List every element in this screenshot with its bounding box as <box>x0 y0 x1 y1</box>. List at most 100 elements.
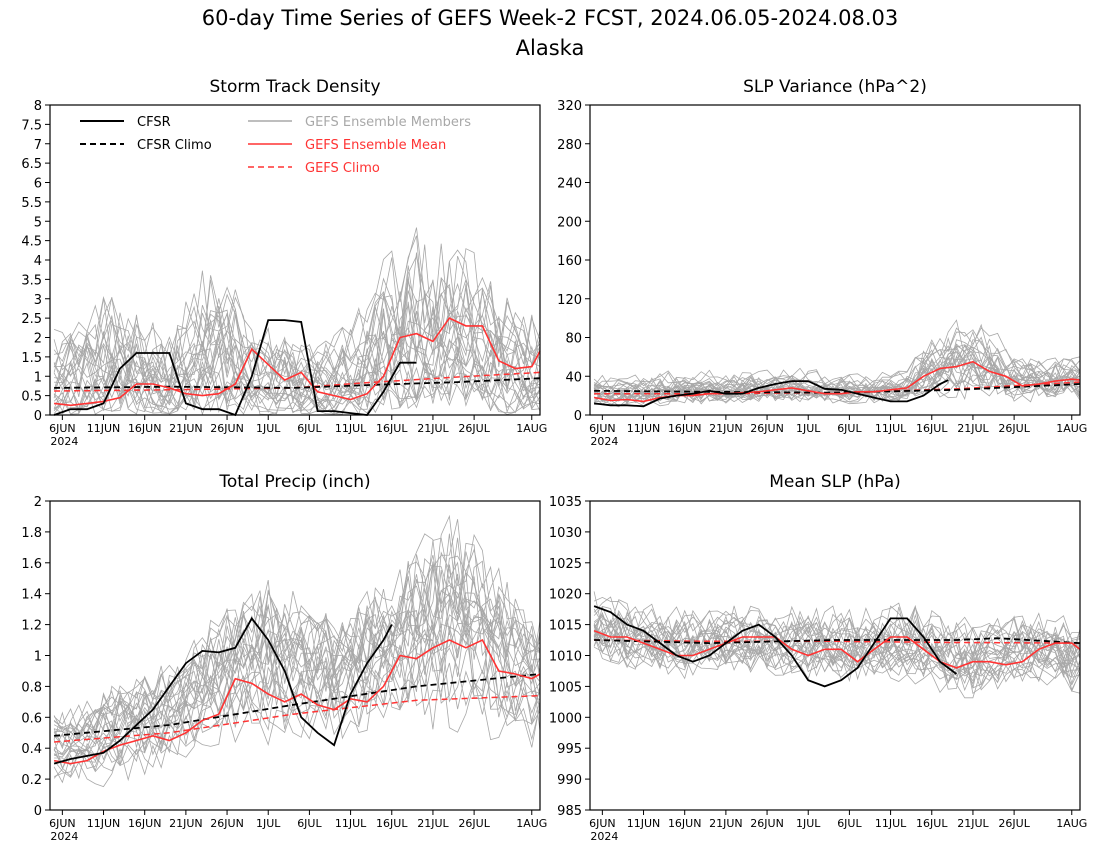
ensemble-member-line <box>53 345 541 413</box>
series-line-cfsr <box>593 379 949 408</box>
y-tick-label: 80 <box>565 332 582 347</box>
ensemble-member-line <box>53 613 541 769</box>
x-tick-label: 21JUN <box>709 817 743 830</box>
y-tick-label: 1.6 <box>21 557 42 572</box>
ensemble-member-line <box>593 358 1081 406</box>
x-tick-label: 11JUL <box>335 817 367 830</box>
y-tick-label: 5.5 <box>21 196 42 211</box>
x-tick-label: 26JUL <box>458 817 490 830</box>
y-tick-label: 1.5 <box>21 351 42 366</box>
series-line-cfsr-climo <box>594 383 1081 394</box>
x-tick-label: 6JUL <box>837 817 862 830</box>
x-tick-label: 26JUN <box>210 817 244 830</box>
y-tick-label: 1 <box>34 370 42 385</box>
y-tick-label: 1.8 <box>21 526 42 541</box>
ensemble-member-line <box>53 514 541 734</box>
y-tick-label: 0.4 <box>21 742 42 757</box>
y-tick-label: 4 <box>34 254 42 269</box>
series-line-cfsr <box>593 605 958 688</box>
y-tick-label: 0.2 <box>21 773 42 788</box>
panel-title: Mean SLP (hPa) <box>769 472 901 492</box>
x-tick-label: 1AUG <box>1056 422 1087 435</box>
x-tick-label: 6JUL <box>297 817 322 830</box>
ensemble-member-line <box>593 596 1080 660</box>
series-line-cfsr <box>53 616 393 765</box>
ensemble-member-line <box>53 619 541 784</box>
y-tick-label: 160 <box>557 254 582 269</box>
y-tick-label: 1000 <box>549 711 582 726</box>
plot-area: 0 40 80 120 160 200 240 280 320 6JUN 11JUN 16JUN 21J… <box>557 99 1087 448</box>
panel-total-precip: Total Precip (inch) 0 0.2 0.4 0.6 0.8 1 1.2 1.4… <box>21 472 547 843</box>
x-tick-label: 16JUN <box>668 817 702 830</box>
y-tick-label: 0.5 <box>21 390 42 405</box>
y-tick-label: 7 <box>34 138 42 153</box>
x-tick-label: 6JUN <box>589 422 616 435</box>
y-tick-label: 0 <box>34 409 42 424</box>
x-year-label: 2024 <box>50 830 78 843</box>
y-tick-label: 1 <box>34 650 42 665</box>
x-tick-label: 11JUN <box>627 817 661 830</box>
ensemble-member-line <box>54 588 541 758</box>
x-tick-label: 6JUL <box>297 422 322 435</box>
series-line-gefs-climo <box>54 371 541 392</box>
ensemble-member-line <box>593 327 1081 389</box>
ensemble-member-line <box>53 292 541 400</box>
x-tick-label: 6JUN <box>49 817 76 830</box>
series-line-gefs-climo <box>594 639 1081 644</box>
x-tick-label: 11JUL <box>335 422 367 435</box>
x-tick-label: 26JUL <box>998 817 1030 830</box>
y-tick-label: 0 <box>34 804 42 819</box>
y-tick-label: 240 <box>557 177 582 192</box>
ensemble-member-line <box>593 319 1081 390</box>
y-tick-label: 3.5 <box>21 273 42 288</box>
series-line-gefs-climo <box>54 694 541 743</box>
ensemble-member-line <box>53 357 541 415</box>
ensemble-member-line <box>54 565 541 745</box>
ensemble-member-line <box>53 658 541 788</box>
ensemble-member-line <box>593 327 1081 390</box>
ensemble-member-line <box>53 252 541 384</box>
panel-title: Total Precip (inch) <box>218 472 370 492</box>
panel-title: Storm Track Density <box>209 77 380 97</box>
panel-mean-slp: Mean SLP (hPa) 985 990 995 1000 1005 1010 1015… <box>549 472 1087 843</box>
legend-label-gefs-climo: GEFS Climo <box>305 161 380 176</box>
legend-label-members: GEFS Ensemble Members <box>305 115 471 130</box>
ensemble-member-line <box>53 227 541 382</box>
y-tick-label: 1.2 <box>21 619 42 634</box>
legend-label-cfsr-climo: CFSR Climo <box>137 138 212 153</box>
ensemble-member-line <box>593 635 1081 694</box>
y-tick-label: 990 <box>557 773 582 788</box>
panel-storm-track-density: Storm Track Density 0 0.5 1 1.5 2 2.5 3 3.5 4 4.5… <box>21 77 547 448</box>
ensemble-member-line <box>593 620 1081 685</box>
series-line-cfsr-climo <box>594 637 1081 645</box>
y-tick-label: 2 <box>34 332 42 347</box>
panel-slp-variance: SLP Variance (hPa^2) 0 40 80 120 160 200 240 28… <box>557 77 1087 448</box>
y-tick-label: 5 <box>34 215 42 230</box>
series-line-cfsr-climo <box>54 377 541 389</box>
ensemble-member-line <box>593 613 1081 667</box>
x-tick-label: 6JUN <box>589 817 616 830</box>
y-tick-label: 6.5 <box>21 157 42 172</box>
y-tick-label: 1035 <box>549 495 582 510</box>
y-tick-label: 1005 <box>549 680 582 695</box>
legend-label-cfsr: CFSR <box>137 115 171 130</box>
x-year-label: 2024 <box>590 435 618 448</box>
x-tick-label: 1JUL <box>256 817 281 830</box>
x-tick-label: 6JUN <box>49 422 76 435</box>
x-year-label: 2024 <box>590 830 618 843</box>
x-tick-label: 16JUN <box>668 422 702 435</box>
x-tick-label: 1AUG <box>516 817 547 830</box>
x-tick-label: 16JUL <box>916 817 948 830</box>
x-tick-label: 21JUL <box>957 422 989 435</box>
ensemble-member-line <box>53 519 541 739</box>
y-tick-label: 8 <box>34 99 42 114</box>
y-tick-label: 280 <box>557 138 582 153</box>
ensemble-member-line <box>593 611 1081 667</box>
series-line-ens-mean <box>53 638 541 765</box>
ensemble-member-line <box>53 292 541 401</box>
figure-title: 60-day Time Series of GEFS Week-2 FCST, … <box>202 6 899 30</box>
y-tick-label: 1.4 <box>21 588 42 603</box>
ensemble-member-line <box>594 360 1081 405</box>
